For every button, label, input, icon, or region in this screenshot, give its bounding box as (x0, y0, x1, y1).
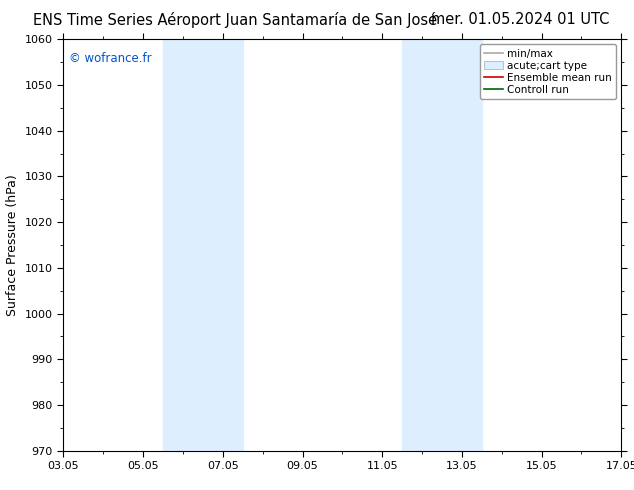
Text: ENS Time Series Aéroport Juan Santamaría de San José: ENS Time Series Aéroport Juan Santamaría… (32, 12, 437, 28)
Y-axis label: Surface Pressure (hPa): Surface Pressure (hPa) (6, 174, 19, 316)
Bar (402, 39, 442, 451)
Text: mer. 01.05.2024 01 UTC: mer. 01.05.2024 01 UTC (430, 12, 609, 27)
Legend: min/max, acute;cart type, Ensemble mean run, Controll run: min/max, acute;cart type, Ensemble mean … (480, 45, 616, 99)
Bar (163, 39, 203, 451)
Bar (203, 39, 243, 451)
Bar (442, 39, 482, 451)
Text: © wofrance.fr: © wofrance.fr (69, 51, 152, 65)
